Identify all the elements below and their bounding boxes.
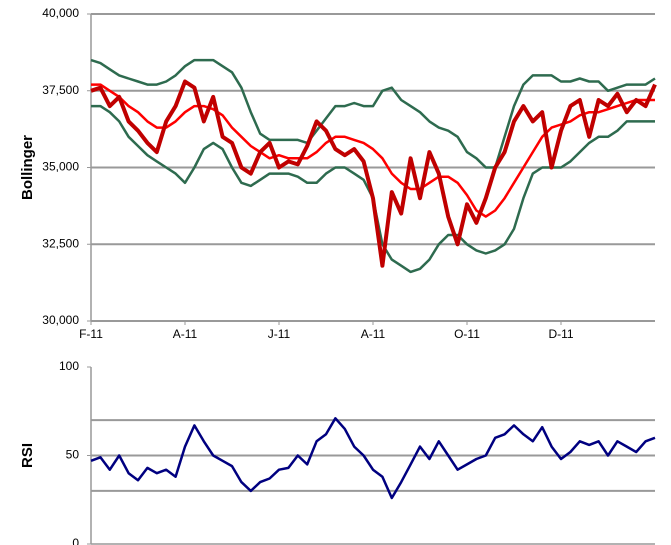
- series-line: [90, 417, 656, 500]
- y-tick-label: 30,000: [42, 313, 79, 327]
- series-line: [91, 83, 655, 218]
- y-tick-label: 40,000: [42, 6, 79, 20]
- y-axis-title: RSI: [19, 443, 36, 468]
- y-tick-label: 32,500: [42, 236, 79, 250]
- y-tick-label: 37,500: [42, 83, 79, 97]
- y-tick-label: 35,000: [42, 160, 79, 174]
- x-tick-label: F-11: [79, 327, 103, 341]
- y-tick-label: 100: [59, 359, 79, 373]
- x-tick-label: A-11: [173, 327, 198, 341]
- x-tick-label: D-11: [548, 327, 573, 341]
- x-tick-label: J-11: [268, 327, 291, 341]
- x-tick-label: O-11: [454, 327, 480, 341]
- x-tick-label: A-11: [361, 327, 386, 341]
- y-axis-title: Bollinger: [19, 135, 36, 200]
- series-line: [90, 79, 657, 268]
- series-line: [91, 104, 655, 274]
- y-tick-label: 50: [66, 448, 80, 462]
- series-line: [90, 58, 656, 169]
- y-tick-label: 0: [72, 536, 79, 545]
